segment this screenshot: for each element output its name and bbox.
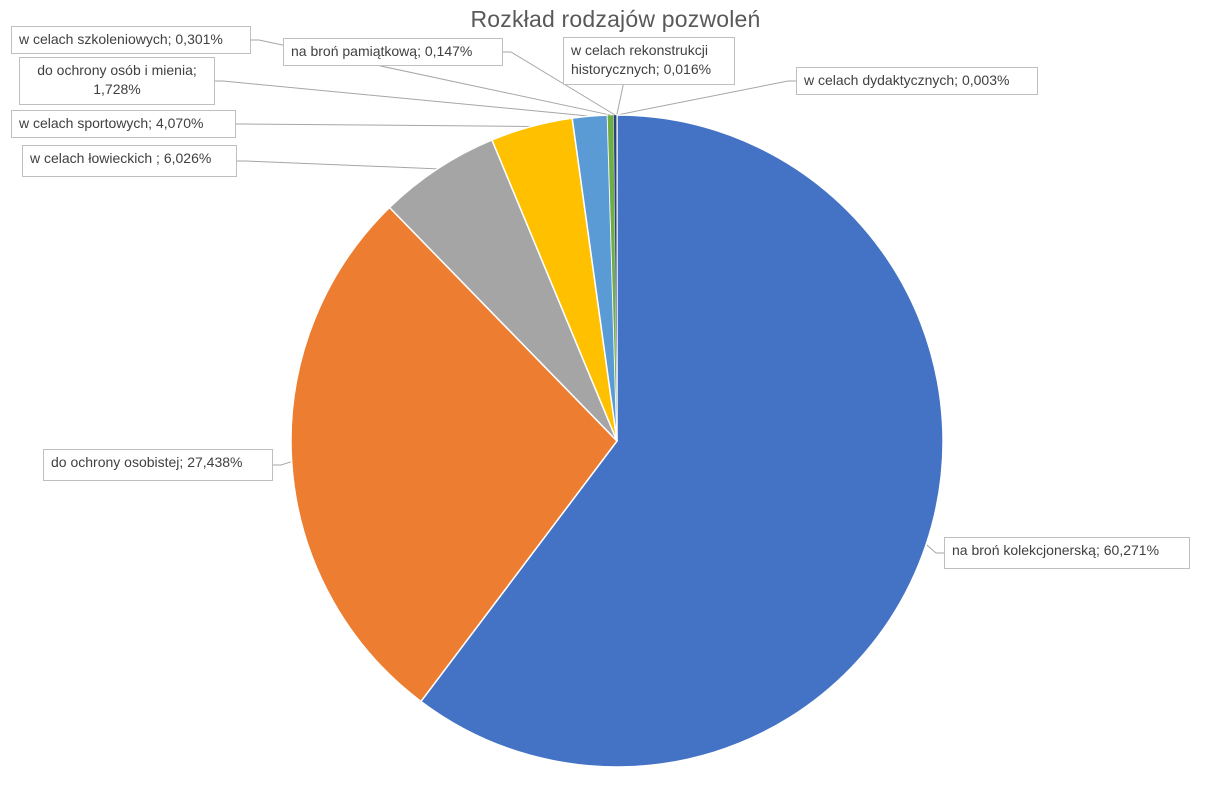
data-label-1: na broń kolekcjonerską; 60,271%	[944, 537, 1190, 569]
leader-line-4	[236, 123, 532, 127]
data-label-2: do ochrony osobistej; 27,438%	[43, 449, 273, 481]
leader-line-1	[925, 543, 944, 554]
data-label-4: w celach sportowych; 4,070%	[11, 110, 236, 138]
pie-slice-3	[388, 138, 618, 442]
pie-slice-2	[290, 206, 618, 703]
leader-line-3	[237, 160, 438, 170]
data-label-9: w celach dydaktycznych; 0,003%	[796, 67, 1038, 95]
data-label-5: do ochrony osób i mienia; 1,728%	[19, 57, 215, 105]
leader-line-5	[215, 80, 590, 117]
leader-line-6	[251, 39, 611, 116]
leader-line-9	[616, 80, 796, 116]
pie-slices	[290, 114, 944, 768]
data-label-6: w celach szkoleniowych; 0,301%	[11, 26, 251, 54]
chart-title: Rozkład rodzajów pozwoleń	[470, 6, 761, 32]
leader-line-2	[273, 461, 292, 466]
leader-line-8	[616, 84, 624, 116]
pie-slice-1	[419, 114, 944, 768]
leader-line-7	[503, 51, 616, 116]
leader-lines	[215, 39, 944, 554]
data-label-3: w celach łowieckich ; 6,026%	[22, 145, 237, 177]
data-label-8: w celach rekonstrukcji historycznych; 0,0…	[563, 37, 735, 85]
data-label-7: na broń pamiątkową; 0,147%	[283, 38, 503, 66]
